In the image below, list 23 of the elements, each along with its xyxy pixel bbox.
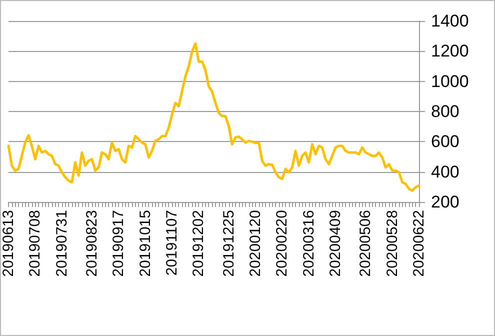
y-tick-label: 400 [431,162,460,182]
x-tick-label: 20191015 [136,210,154,277]
x-tick-label: 20200409 [327,210,344,277]
x-tick-label: 20191107 [164,210,181,276]
y-tick-label: 1200 [431,42,469,61]
x-tick-label: 20200528 [384,210,401,277]
x-tick-label: 20190823 [83,210,100,277]
x-tick-label: 20200120 [246,210,264,277]
x-tick-label: 20190917 [110,210,128,277]
y-tick-label: 600 [431,132,460,152]
x-tick-label: 20200622 [410,210,428,277]
x-tick-label: 20190613 [0,210,17,277]
y-tick-label: 800 [431,102,460,121]
x-tick-label: 20200220 [274,210,291,277]
y-tick-label: 1400 [431,12,469,30]
x-tick-label: 20191202 [190,210,208,277]
x-tick-label: 20200316 [300,210,318,277]
x-tick-label: 20200506 [357,210,374,277]
x-tick-label: 20190708 [26,210,44,277]
y-tick-label: 200 [431,192,460,212]
x-tick-label: 20191225 [220,210,238,277]
x-tick-label: 20190731 [53,210,70,277]
y-tick-label: 1000 [431,72,469,91]
